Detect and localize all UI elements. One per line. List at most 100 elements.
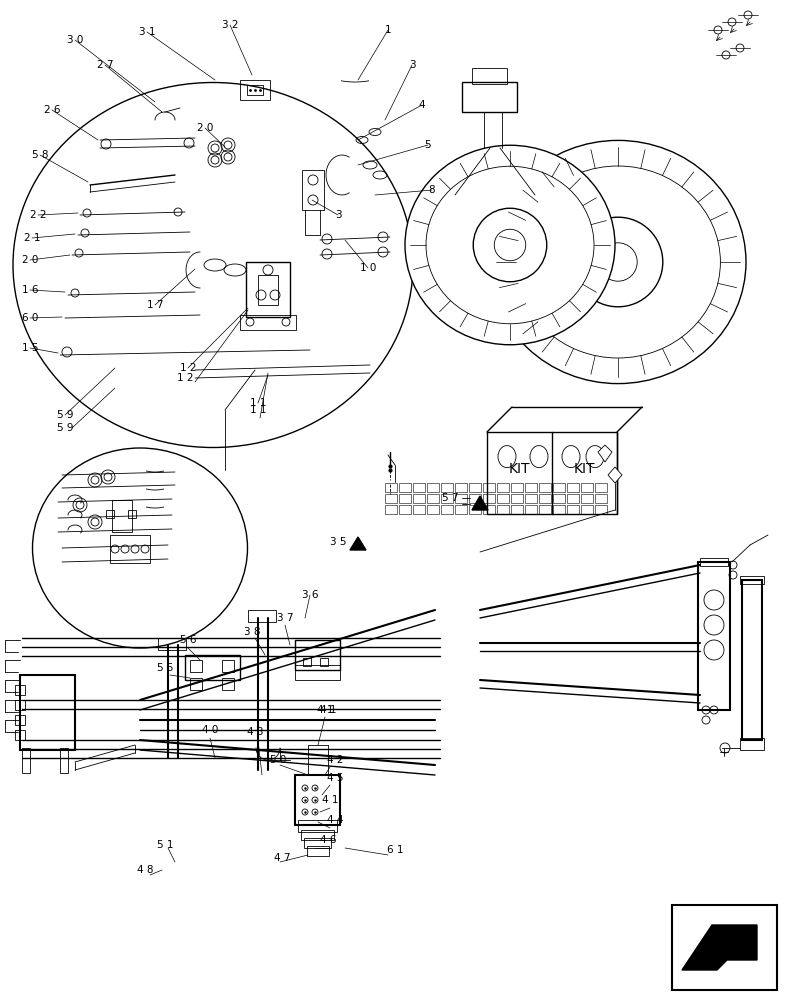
Bar bbox=[595, 483, 607, 492]
Text: 1 2: 1 2 bbox=[180, 363, 196, 373]
Bar bbox=[246, 262, 290, 317]
Bar bbox=[240, 315, 296, 330]
Bar bbox=[740, 576, 764, 584]
Bar bbox=[247, 85, 263, 95]
Bar bbox=[553, 494, 565, 503]
Text: 5 1: 5 1 bbox=[157, 840, 173, 850]
Text: 1 6: 1 6 bbox=[22, 285, 39, 295]
Text: 4 7: 4 7 bbox=[273, 853, 290, 863]
Bar bbox=[672, 905, 777, 990]
Bar bbox=[413, 505, 425, 514]
Text: 4: 4 bbox=[418, 100, 426, 110]
Bar bbox=[472, 68, 507, 84]
Polygon shape bbox=[682, 925, 757, 970]
Bar bbox=[497, 494, 509, 503]
Bar bbox=[525, 494, 537, 503]
Bar bbox=[553, 483, 565, 492]
Bar bbox=[15, 730, 25, 740]
Text: 4 1: 4 1 bbox=[320, 705, 336, 715]
Bar bbox=[455, 505, 467, 514]
Bar bbox=[595, 505, 607, 514]
Bar bbox=[22, 748, 30, 773]
Bar bbox=[483, 494, 495, 503]
Bar bbox=[525, 505, 537, 514]
Bar bbox=[106, 510, 114, 518]
Bar bbox=[20, 675, 75, 750]
Bar bbox=[487, 432, 617, 514]
Bar bbox=[469, 494, 481, 503]
Bar bbox=[110, 535, 150, 563]
Text: 3 0: 3 0 bbox=[67, 35, 84, 45]
Bar bbox=[567, 483, 579, 492]
Text: 3 1: 3 1 bbox=[139, 27, 155, 37]
Bar bbox=[385, 494, 397, 503]
Text: 1 2: 1 2 bbox=[177, 373, 193, 383]
Bar bbox=[539, 505, 551, 514]
Bar bbox=[112, 500, 132, 532]
Text: 5 9: 5 9 bbox=[57, 423, 73, 433]
Bar bbox=[15, 685, 25, 695]
Bar bbox=[539, 483, 551, 492]
Text: 2 0: 2 0 bbox=[22, 255, 38, 265]
Text: 3 6: 3 6 bbox=[302, 590, 318, 600]
Text: 3 7: 3 7 bbox=[277, 613, 293, 623]
Bar bbox=[740, 738, 764, 750]
Bar bbox=[307, 846, 329, 856]
Text: 3 2: 3 2 bbox=[221, 20, 238, 30]
Bar bbox=[455, 494, 467, 503]
Bar bbox=[15, 715, 25, 725]
Text: 1: 1 bbox=[385, 25, 392, 35]
Bar bbox=[60, 748, 68, 773]
Text: KIT: KIT bbox=[574, 462, 595, 476]
Bar bbox=[525, 483, 537, 492]
Bar bbox=[240, 80, 270, 100]
Bar bbox=[698, 562, 730, 710]
Bar bbox=[248, 610, 276, 622]
Text: 2 6: 2 6 bbox=[44, 105, 60, 115]
Bar bbox=[483, 483, 495, 492]
Bar bbox=[595, 494, 607, 503]
Bar bbox=[385, 483, 397, 492]
Text: 4 1: 4 1 bbox=[317, 705, 333, 715]
Bar bbox=[511, 505, 523, 514]
Text: 3 5: 3 5 bbox=[329, 537, 346, 547]
Bar bbox=[185, 655, 240, 680]
Text: 1 7: 1 7 bbox=[147, 300, 163, 310]
Text: 3: 3 bbox=[409, 60, 415, 70]
Bar bbox=[742, 580, 762, 740]
Text: 1 0: 1 0 bbox=[360, 263, 376, 273]
Bar bbox=[399, 494, 411, 503]
Text: 2 0: 2 0 bbox=[197, 123, 214, 133]
Bar bbox=[295, 775, 340, 825]
Bar bbox=[295, 665, 340, 680]
Bar bbox=[413, 494, 425, 503]
Text: 1 1: 1 1 bbox=[250, 405, 266, 415]
Bar bbox=[511, 483, 523, 492]
Text: 5 6: 5 6 bbox=[180, 635, 196, 645]
Text: 4 5: 4 5 bbox=[327, 773, 344, 783]
Bar bbox=[511, 494, 523, 503]
Text: 8: 8 bbox=[429, 185, 435, 195]
Text: 2 2: 2 2 bbox=[30, 210, 46, 220]
Text: 3 8: 3 8 bbox=[243, 627, 260, 637]
Bar bbox=[455, 483, 467, 492]
Ellipse shape bbox=[32, 448, 247, 648]
Bar bbox=[553, 505, 565, 514]
Text: 6 0: 6 0 bbox=[22, 313, 38, 323]
Bar bbox=[441, 494, 453, 503]
Ellipse shape bbox=[13, 83, 413, 448]
Bar bbox=[469, 505, 481, 514]
Bar bbox=[539, 494, 551, 503]
Bar bbox=[399, 505, 411, 514]
Bar bbox=[303, 658, 311, 666]
Bar bbox=[304, 838, 331, 848]
Bar bbox=[301, 830, 334, 840]
Bar bbox=[567, 505, 579, 514]
Bar bbox=[190, 678, 202, 690]
Text: 4 6: 4 6 bbox=[320, 835, 336, 845]
Bar bbox=[483, 505, 495, 514]
Bar bbox=[128, 510, 136, 518]
Bar bbox=[497, 483, 509, 492]
Ellipse shape bbox=[490, 140, 746, 384]
Bar bbox=[413, 483, 425, 492]
